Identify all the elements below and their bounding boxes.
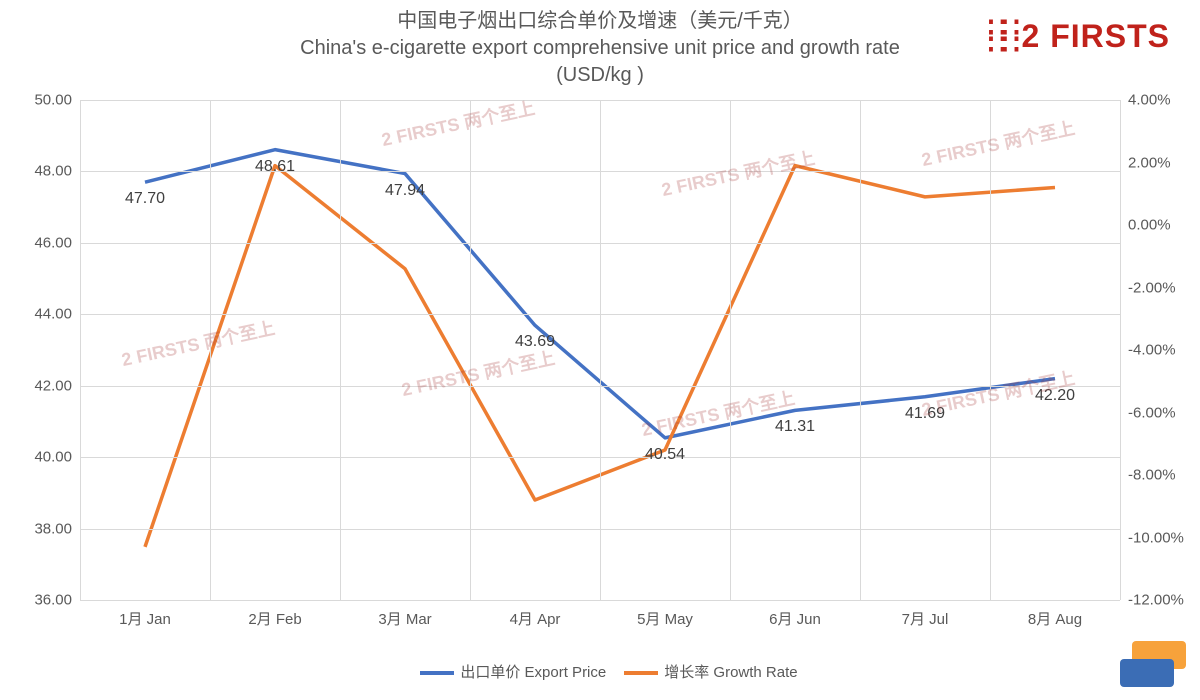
y-right-tick: -4.00% xyxy=(1128,342,1176,359)
logo-dots-icon: ∷∷∷∷ xyxy=(988,20,1016,54)
legend-label: 出口单价 Export Price xyxy=(460,664,606,681)
data-label: 48.61 xyxy=(255,158,295,176)
data-label: 41.69 xyxy=(905,405,945,423)
y-right-tick: 4.00% xyxy=(1128,92,1171,109)
x-tick: 5月 May xyxy=(637,608,693,629)
corner-badge-icon xyxy=(1114,639,1194,694)
brand-logo: ∷∷∷∷ 2 FIRSTS xyxy=(988,18,1170,55)
x-tick: 4月 Apr xyxy=(510,608,561,629)
legend-swatch xyxy=(624,671,658,675)
data-label: 42.20 xyxy=(1035,387,1075,405)
vgrid-line xyxy=(80,100,81,600)
chart-container: 中国电子烟出口综合单价及增速（美元/千克） China's e-cigarett… xyxy=(0,0,1200,700)
y-left-tick: 44.00 xyxy=(12,306,72,323)
data-label: 47.70 xyxy=(125,190,165,208)
y-left-tick: 48.00 xyxy=(12,163,72,180)
y-right-tick: -8.00% xyxy=(1128,467,1176,484)
vgrid-line xyxy=(600,100,601,600)
legend-label: 增长率 Growth Rate xyxy=(664,664,797,681)
x-tick: 2月 Feb xyxy=(248,608,301,629)
y-left-tick: 36.00 xyxy=(12,592,72,609)
vgrid-line xyxy=(1120,100,1121,600)
y-right-tick: -2.00% xyxy=(1128,279,1176,296)
title-en-line2: (USD/kg ) xyxy=(0,62,1200,89)
vgrid-line xyxy=(860,100,861,600)
vgrid-line xyxy=(470,100,471,600)
plot-area: 36.0038.0040.0042.0044.0046.0048.0050.00… xyxy=(80,100,1120,600)
data-label: 43.69 xyxy=(515,333,555,351)
x-tick: 6月 Jun xyxy=(769,608,821,629)
vgrid-line xyxy=(210,100,211,600)
y-right-tick: -12.00% xyxy=(1128,592,1184,609)
vgrid-line xyxy=(730,100,731,600)
y-left-tick: 42.00 xyxy=(12,377,72,394)
y-left-tick: 50.00 xyxy=(12,92,72,109)
vgrid-line xyxy=(340,100,341,600)
grid-line xyxy=(80,600,1120,601)
x-tick: 8月 Aug xyxy=(1028,608,1082,629)
legend-swatch xyxy=(420,671,454,675)
vgrid-line xyxy=(990,100,991,600)
x-tick: 1月 Jan xyxy=(119,608,171,629)
data-label: 40.54 xyxy=(645,446,685,464)
x-tick: 7月 Jul xyxy=(902,608,949,629)
y-right-tick: -10.00% xyxy=(1128,529,1184,546)
logo-text: 2 FIRSTS xyxy=(1022,18,1170,55)
y-right-tick: 2.00% xyxy=(1128,154,1171,171)
y-left-tick: 40.00 xyxy=(12,449,72,466)
legend: 出口单价 Export Price 增长率 Growth Rate xyxy=(0,661,1200,682)
y-left-tick: 46.00 xyxy=(12,234,72,251)
y-right-tick: 0.00% xyxy=(1128,217,1171,234)
y-left-tick: 38.00 xyxy=(12,520,72,537)
x-tick: 3月 Mar xyxy=(378,608,431,629)
data-label: 41.31 xyxy=(775,418,815,436)
y-right-tick: -6.00% xyxy=(1128,404,1176,421)
data-label: 47.94 xyxy=(385,182,425,200)
